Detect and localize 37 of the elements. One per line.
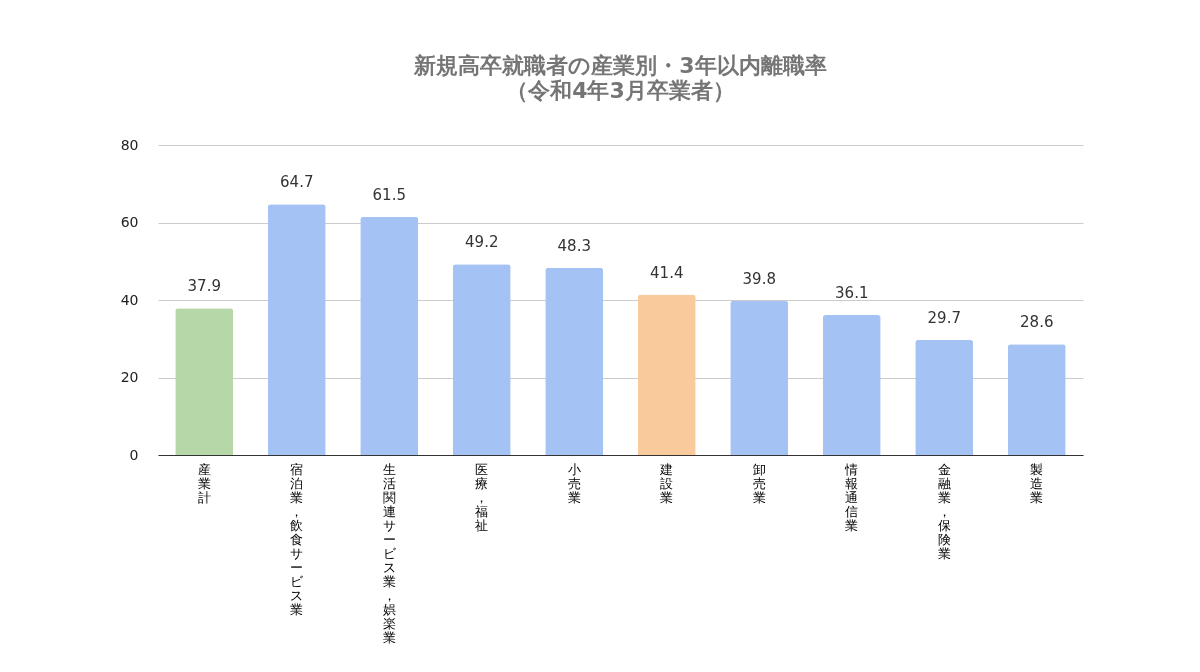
y-tick-label: 80: [120, 136, 139, 153]
x-tick-label: 医療，福祉: [475, 461, 489, 533]
bar: [1007, 344, 1066, 455]
data-label: 48.3: [557, 236, 591, 255]
data-label: 64.7: [280, 173, 314, 192]
chart-subtitle: （令和4年3月卒業者）: [506, 78, 735, 103]
y-tick-label: 40: [120, 291, 139, 308]
bar: [267, 204, 326, 455]
x-tick-label: 小売業: [567, 461, 581, 505]
data-label: 49.2: [465, 233, 499, 252]
data-label: 36.1: [835, 284, 869, 303]
bar: [452, 264, 511, 455]
data-label: 28.6: [1020, 313, 1054, 332]
data-label: 37.9: [187, 277, 221, 296]
x-tick-label: 卸売業: [752, 461, 766, 505]
bar: [360, 216, 419, 455]
bar: [637, 294, 696, 455]
y-tick-label: 0: [129, 446, 139, 463]
x-tick-label: 情報通信業: [844, 461, 859, 533]
bar: [175, 308, 234, 455]
category-label: 宿泊業，飲食サービス業: [290, 461, 304, 617]
data-label: 29.7: [927, 308, 961, 327]
x-tick-label: 建設業: [659, 461, 674, 505]
data-label: 41.4: [650, 263, 684, 282]
data-label: 39.8: [742, 269, 776, 288]
x-tick-label: 産業計: [197, 461, 211, 505]
chart-title: 新規高卒就職者の産業別・3年以内離職率: [413, 53, 827, 78]
x-tick-label: 製造業: [1030, 461, 1044, 505]
y-tick-label: 20: [120, 369, 139, 385]
y-tick-label: 60: [120, 214, 139, 230]
bar: [915, 339, 974, 455]
data-label: 61.5: [372, 185, 406, 204]
category-label: 生活関連サービス業，娯楽業: [382, 461, 396, 645]
bar: [822, 315, 881, 455]
x-tick-label: 金融業，保険業: [937, 461, 951, 561]
bar: [545, 267, 604, 455]
bar: [730, 300, 789, 455]
